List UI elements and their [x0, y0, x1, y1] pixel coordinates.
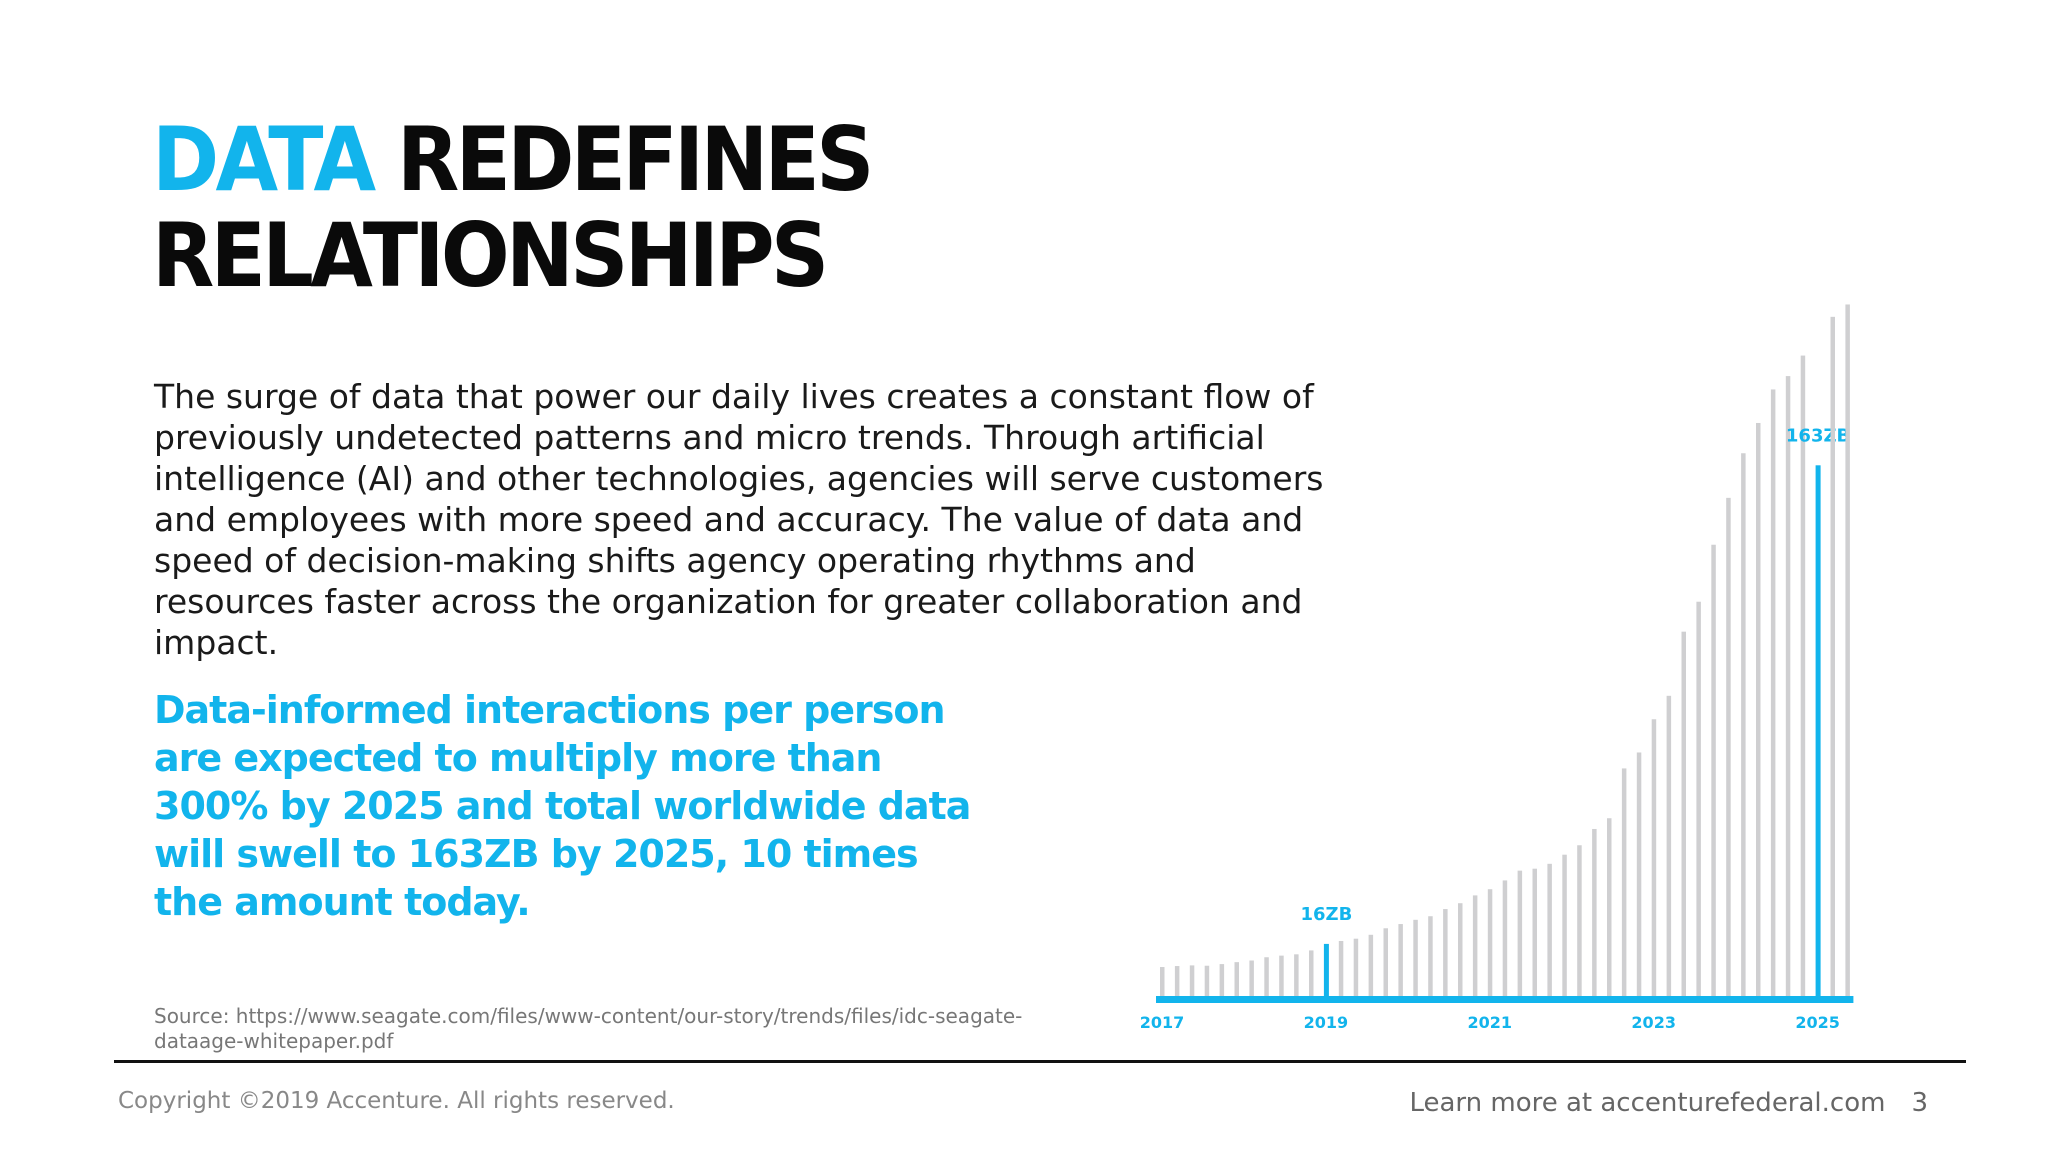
learn-more-link[interactable]: Learn more at accenturefederal.com: [1409, 1088, 1886, 1118]
chart-bar: [1681, 631, 1686, 996]
chart-bar: [1621, 768, 1627, 996]
chart-x-tick-label: 2019: [1304, 1013, 1349, 1032]
chart-bar: [1532, 868, 1537, 996]
chart-bar: [1413, 919, 1418, 996]
chart-bar: [1458, 903, 1463, 996]
chart-bar: [1547, 863, 1552, 996]
chart-bar: [1592, 828, 1597, 996]
chart-bar: [1294, 954, 1299, 996]
chart-bar: [1368, 934, 1374, 996]
chart-bar: [1219, 964, 1225, 996]
chart-bar: [1428, 916, 1433, 996]
chart-x-tick-label: 2023: [1631, 1013, 1676, 1032]
chart-bar: [1309, 950, 1314, 996]
chart-bar: [1383, 928, 1388, 996]
chart-bar: [1696, 601, 1701, 996]
chart-bar: [1741, 453, 1746, 996]
chart-bar: [1770, 389, 1776, 996]
chart-bar: [1443, 909, 1448, 996]
footer-divider: [114, 1060, 1966, 1063]
chart-bar: [1249, 960, 1254, 996]
title-rest: REDEFINES: [396, 108, 875, 211]
chart-bar: [1651, 719, 1657, 996]
copyright-text: Copyright ©2019 Accenture. All rights re…: [118, 1088, 675, 1114]
source-citation: Source: https://www.seagate.com/files/ww…: [154, 1004, 1023, 1053]
chart-bar: [1756, 422, 1761, 996]
page-number: 3: [1911, 1088, 1928, 1118]
footer-right: Learn more at accenturefederal.com 3: [1409, 1088, 1928, 1118]
chart-bar: [1845, 304, 1850, 997]
chart-bar: [1726, 497, 1731, 996]
chart-bar: [1711, 544, 1716, 996]
chart-bar: [1577, 845, 1582, 996]
chart-bar: [1353, 938, 1359, 996]
chart-data-label: 16ZB: [1300, 904, 1352, 925]
chart-bar: [1279, 955, 1284, 996]
chart-bar: [1517, 870, 1523, 996]
chart-bar: [1398, 924, 1403, 996]
chart-bar-highlight: [1323, 943, 1329, 996]
chart-bar: [1204, 965, 1210, 996]
chart-bar: [1785, 376, 1791, 996]
body-paragraph: The surge of data that power our daily l…: [154, 377, 1324, 662]
title-line-2: RELATIONSHIPS: [152, 204, 829, 307]
chart-bar: [1562, 854, 1567, 996]
chart-bar: [1160, 967, 1165, 996]
chart-bar: [1636, 752, 1642, 996]
chart-x-tick-label: 2025: [1795, 1013, 1840, 1032]
chart-bar: [1338, 940, 1344, 996]
chart-bar: [1472, 895, 1478, 996]
chart-bar: [1234, 962, 1239, 996]
chart-data-label: 163ZB: [1786, 425, 1850, 446]
data-growth-bar-chart: 16ZB 163ZB 2017 2019 2021 2023 2025: [1140, 304, 1854, 1032]
chart-x-tick-label: 2021: [1468, 1013, 1513, 1032]
chart-bar: [1666, 695, 1672, 996]
page-title: DATA REDEFINES RELATIONSHIPS: [152, 112, 874, 307]
chart-x-tick-label: 2017: [1140, 1013, 1185, 1032]
chart-bar: [1174, 966, 1180, 996]
chart-bar: [1189, 965, 1195, 996]
chart-baseline: [1156, 996, 1854, 1003]
chart-bar: [1607, 818, 1612, 996]
chart-bar: [1800, 355, 1806, 996]
chart-bar: [1264, 957, 1269, 996]
highlight-statement: Data-informed interactions per person ar…: [154, 688, 971, 924]
chart-bar: [1830, 316, 1835, 996]
chart-bar: [1487, 889, 1493, 996]
title-accent-word: DATA: [152, 108, 376, 211]
chart-bar: [1502, 880, 1508, 996]
chart-bar-highlight: [1815, 465, 1821, 996]
